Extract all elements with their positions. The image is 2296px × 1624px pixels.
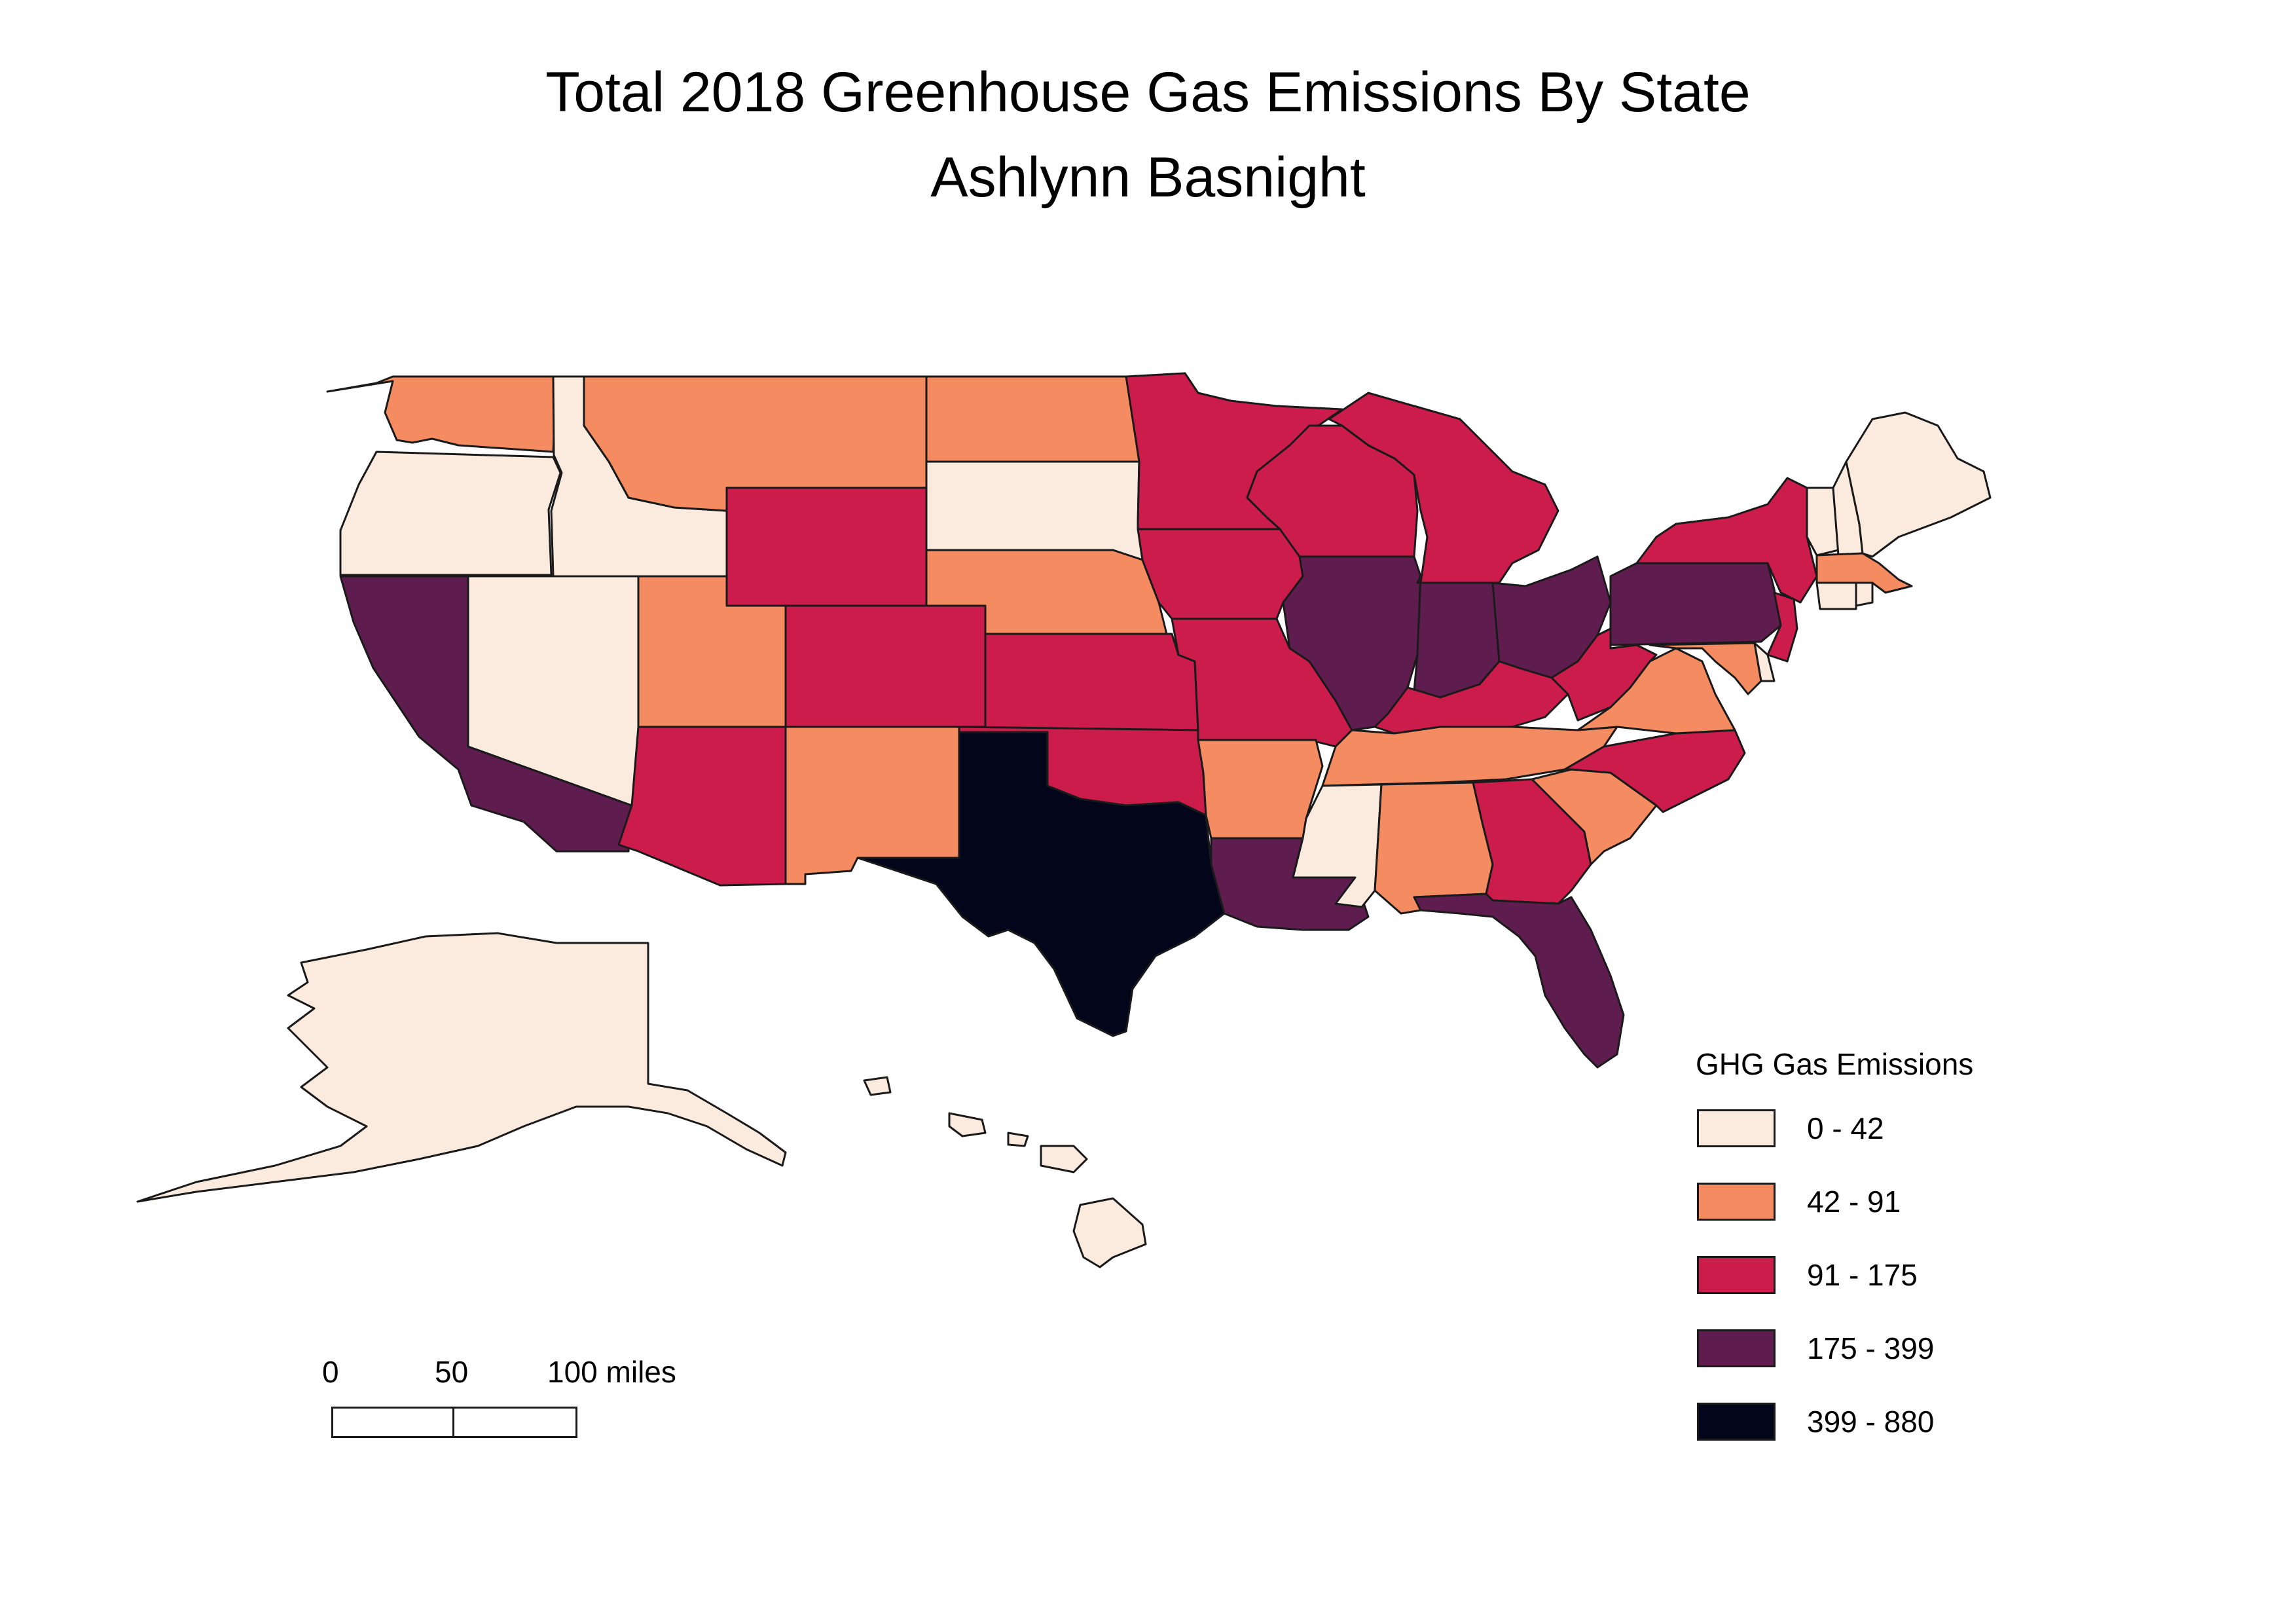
state-wisconsin: [1246, 424, 1419, 558]
state-vermont: [1806, 487, 1840, 557]
state-texas: [856, 731, 1226, 1037]
state-south-dakota: [925, 460, 1144, 561]
state-pennsylvania: [1609, 562, 1782, 646]
legend-swatch: [1697, 1183, 1776, 1221]
state-oregon: [339, 451, 562, 576]
legend-label: 399 - 880: [1807, 1405, 1935, 1439]
legend-item-3: 175 - 399: [1697, 1329, 1934, 1367]
state-alaska: [136, 932, 787, 1203]
scale-label-100: 100 miles: [547, 1355, 676, 1389]
state-florida: [1413, 893, 1625, 1069]
legend-swatch: [1697, 1329, 1776, 1367]
state-washington: [326, 375, 558, 453]
state-iowa: [1137, 528, 1304, 620]
state-kansas: [984, 633, 1199, 731]
state-arizona: [617, 726, 787, 887]
state-north-dakota: [925, 375, 1144, 463]
legend-swatch: [1697, 1256, 1776, 1294]
state-north-carolina: [1563, 729, 1746, 813]
scale-bar: [331, 1407, 577, 1438]
legend-title: GHG Gas Emissions: [1696, 1047, 1974, 1081]
legend-label: 91 - 175: [1807, 1258, 1918, 1292]
state-delaware: [1753, 642, 1776, 682]
legend-item-2: 91 - 175: [1697, 1256, 1918, 1294]
state-hawaii: [863, 1076, 1147, 1268]
scale-label-0: 0: [322, 1355, 339, 1389]
map-title: Total 2018 Greenhouse Gas Emissions By S…: [545, 61, 1751, 124]
state-michigan: [1328, 392, 1559, 584]
legend-item-1: 42 - 91: [1697, 1183, 1901, 1221]
scale-bar-segment: [333, 1409, 454, 1436]
legend-item-0: 0 - 42: [1697, 1109, 1884, 1147]
state-new-jersey: [1766, 591, 1798, 663]
state-connecticut: [1815, 581, 1857, 610]
legend-label: 175 - 399: [1807, 1331, 1935, 1365]
scale-bar-segment: [454, 1409, 575, 1436]
map-author: Ashlynn Basnight: [930, 146, 1366, 209]
legend-label: 42 - 91: [1807, 1185, 1901, 1219]
legend-swatch: [1697, 1403, 1776, 1441]
state-west-virginia: [1550, 627, 1658, 722]
legend-item-4: 399 - 880: [1697, 1403, 1934, 1441]
state-wyoming: [725, 487, 928, 607]
state-arkansas: [1197, 739, 1324, 840]
state-rhode-island: [1855, 581, 1874, 607]
legend-label: 0 - 42: [1807, 1111, 1884, 1145]
state-colorado: [784, 604, 987, 728]
state-maine: [1845, 411, 1992, 558]
scale-label-50: 50: [435, 1355, 469, 1389]
legend-swatch: [1697, 1109, 1776, 1147]
